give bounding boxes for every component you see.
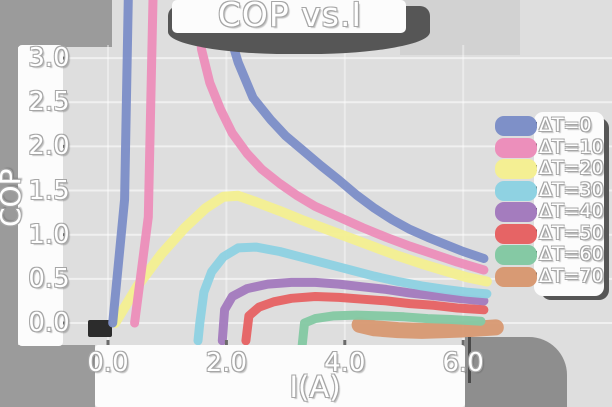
curve-delta-t-40 [217, 277, 489, 345]
x-tick-label-2.0: 2.0 [205, 348, 248, 378]
origin-glitch-mark [88, 320, 112, 337]
y-tick-label-3.0: 3.0 [28, 43, 70, 74]
legend-label-0: ΔT=0 [539, 114, 592, 136]
y-axis-panel [18, 45, 63, 346]
y-tick-label-0.0: 0.0 [28, 308, 70, 338]
legend-panel [534, 112, 604, 296]
y-tick-label-1.0: 1.0 [28, 219, 70, 250]
legend-swatch-4 [495, 202, 537, 222]
curve-delta-t-50 [241, 292, 489, 345]
y-tick-label-1.5: 1.5 [28, 175, 70, 206]
curve-delta-t-60 [297, 310, 486, 345]
curve-delta-t-70 [351, 316, 504, 339]
legend-swatch-7 [495, 266, 537, 287]
x-axis-title: I(A) [289, 370, 341, 404]
bottom-left-shadow-patch [0, 345, 95, 407]
chart-title: COP vs.I [217, 0, 363, 34]
bottom-right-shadow-blob [465, 337, 567, 407]
title-panel [172, 0, 406, 33]
x-axis-panel [95, 345, 465, 407]
x-tick-label-0.0: 0.0 [87, 348, 129, 378]
legend-swatch-3 [495, 180, 537, 201]
curve-delta-t-30 [193, 242, 492, 345]
legend-label-5: ΔT=50 [539, 221, 604, 244]
y-tick-label-2.5: 2.5 [28, 87, 70, 118]
x-tick-label-6.0: 6.0 [442, 348, 484, 378]
bottom-right-glitch-line [468, 337, 471, 383]
legend-label-3: ΔT=30 [539, 178, 604, 201]
legend-label-2: ΔT=20 [539, 157, 604, 179]
legend-swatch-2 [495, 159, 537, 179]
y-axis-title: COP [0, 168, 27, 228]
legend-swatch-1 [495, 137, 537, 158]
legend-swatch-6 [495, 245, 537, 265]
y-tick-label-0.5: 0.5 [28, 263, 70, 294]
legend-label-7: ΔT=70 [539, 264, 604, 287]
legend-label-4: ΔT=40 [539, 200, 604, 222]
legend-label-6: ΔT=60 [539, 243, 604, 265]
left-shadow-column [0, 45, 18, 345]
legend-label-1: ΔT=10 [539, 135, 604, 158]
curve-delta-t-20 [110, 190, 492, 328]
top-left-shadow-patch [0, 0, 112, 47]
legend-swatch-5 [495, 223, 537, 244]
legend-swatch-0 [495, 116, 537, 136]
x-tick-label-4.0: 4.0 [324, 348, 366, 378]
y-tick-label-2.0: 2.0 [28, 131, 70, 162]
